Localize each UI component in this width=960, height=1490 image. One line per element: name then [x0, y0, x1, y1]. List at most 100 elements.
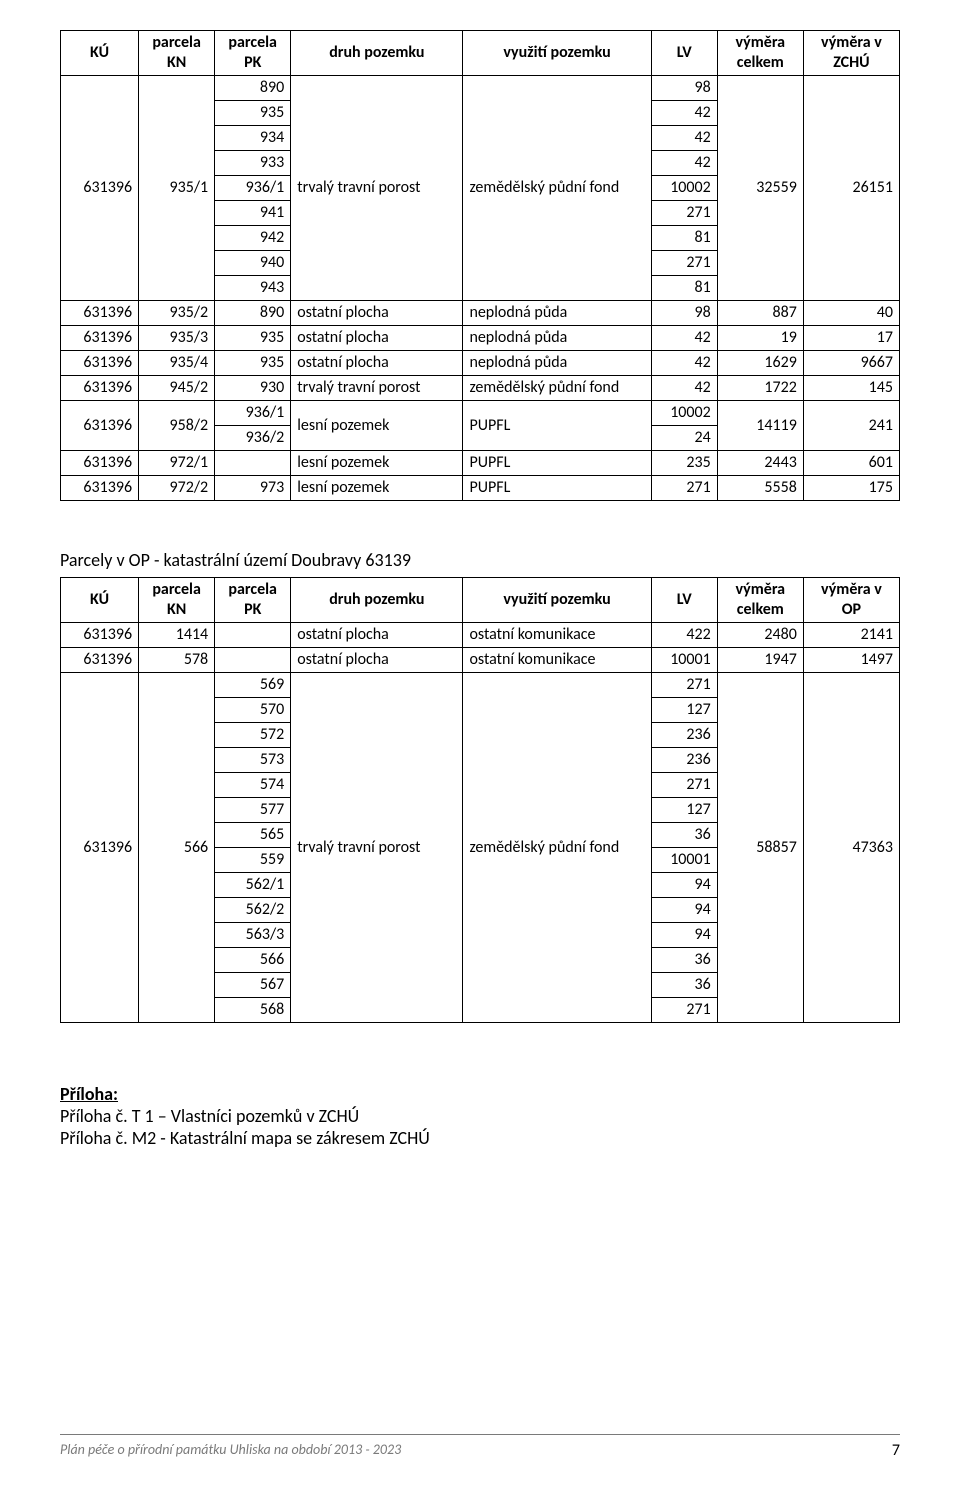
cell-lv: 271 [651, 773, 717, 798]
cell-pk [215, 451, 291, 476]
col-kn: parcela KN [139, 578, 215, 623]
cell-vz: 40 [803, 301, 899, 326]
cell-pk: 935 [215, 326, 291, 351]
cell-vz: 601 [803, 451, 899, 476]
cell-lv: 42 [651, 101, 717, 126]
cell-vc: 1629 [717, 351, 803, 376]
cell-lv: 94 [651, 923, 717, 948]
cell-pk: 936/1 [215, 176, 291, 201]
cell-pk: 941 [215, 201, 291, 226]
table-row: 631396 945/2 930 trvalý travní porost ze… [61, 376, 900, 401]
cell-pk: 930 [215, 376, 291, 401]
table-zchu: KÚ parcela KN parcela PK druh pozemku vy… [60, 30, 900, 501]
cell-dp: lesní pozemek [291, 476, 463, 501]
cell-lv: 236 [651, 723, 717, 748]
cell-dp: trvalý travní porost [291, 76, 463, 301]
attachments-title: Příloha: [60, 1083, 900, 1105]
table-row: KÚ parcela KN parcela PK druh pozemku vy… [61, 31, 900, 76]
cell-vz: 26151 [803, 76, 899, 301]
cell-pk: 890 [215, 301, 291, 326]
cell-ku: 631396 [61, 623, 139, 648]
cell-vc: 1947 [717, 648, 803, 673]
cell-lv: 42 [651, 351, 717, 376]
cell-vp: zemědělský půdní fond [463, 673, 651, 1023]
cell-kn: 958/2 [139, 401, 215, 451]
cell-kn: 945/2 [139, 376, 215, 401]
cell-vp: zemědělský půdní fond [463, 376, 651, 401]
cell-lv: 42 [651, 376, 717, 401]
cell-vp: neplodná půda [463, 351, 651, 376]
cell-vc: 14119 [717, 401, 803, 451]
cell-lv: 81 [651, 226, 717, 251]
col-pk: parcela PK [215, 578, 291, 623]
cell-pk: 935 [215, 351, 291, 376]
col-dp: druh pozemku [291, 31, 463, 76]
col-vc: výměra celkem [717, 578, 803, 623]
cell-pk: 562/2 [215, 898, 291, 923]
cell-pk: 569 [215, 673, 291, 698]
cell-lv: 94 [651, 898, 717, 923]
cell-pk: 562/1 [215, 873, 291, 898]
section-title-op: Parcely v OP - katastrální území Doubrav… [60, 549, 900, 571]
cell-vc: 19 [717, 326, 803, 351]
cell-lv: 235 [651, 451, 717, 476]
cell-lv: 10001 [651, 648, 717, 673]
cell-vc: 2443 [717, 451, 803, 476]
cell-vp: PUPFL [463, 401, 651, 451]
cell-lv: 422 [651, 623, 717, 648]
col-vp: využití pozemku [463, 31, 651, 76]
attachments-block: Příloha: Příloha č. T 1 – Vlastníci poze… [60, 1083, 900, 1149]
table-row: 631396 935/4 935 ostatní plocha neplodná… [61, 351, 900, 376]
cell-lv: 127 [651, 698, 717, 723]
cell-lv: 98 [651, 301, 717, 326]
cell-ku: 631396 [61, 648, 139, 673]
cell-pk: 942 [215, 226, 291, 251]
cell-vc: 1722 [717, 376, 803, 401]
cell-pk [215, 648, 291, 673]
table-row: KÚ parcela KN parcela PK druh pozemku vy… [61, 578, 900, 623]
cell-ku: 631396 [61, 476, 139, 501]
page-footer: Plán péče o přírodní památku Uhliska na … [60, 1434, 900, 1460]
col-lv: LV [651, 578, 717, 623]
cell-lv: 271 [651, 251, 717, 276]
cell-lv: 10002 [651, 401, 717, 426]
cell-vp: zemědělský půdní fond [463, 76, 651, 301]
col-dp: druh pozemku [291, 578, 463, 623]
cell-lv: 94 [651, 873, 717, 898]
cell-dp: ostatní plocha [291, 326, 463, 351]
cell-vc: 5558 [717, 476, 803, 501]
cell-pk: 572 [215, 723, 291, 748]
cell-pk: 570 [215, 698, 291, 723]
cell-kn: 972/2 [139, 476, 215, 501]
cell-lv: 42 [651, 126, 717, 151]
cell-kn: 972/1 [139, 451, 215, 476]
cell-ku: 631396 [61, 326, 139, 351]
cell-kn: 935/1 [139, 76, 215, 301]
cell-ku: 631396 [61, 376, 139, 401]
cell-lv: 10001 [651, 848, 717, 873]
cell-ku: 631396 [61, 401, 139, 451]
table-row: 631396 958/2 936/1 lesní pozemek PUPFL 1… [61, 401, 900, 426]
cell-kn: 566 [139, 673, 215, 1023]
table-op: KÚ parcela KN parcela PK druh pozemku vy… [60, 577, 900, 1023]
cell-vz: 47363 [803, 673, 899, 1023]
cell-dp: ostatní plocha [291, 648, 463, 673]
cell-vz: 17 [803, 326, 899, 351]
cell-pk: 933 [215, 151, 291, 176]
cell-dp: lesní pozemek [291, 451, 463, 476]
cell-vz: 145 [803, 376, 899, 401]
cell-vp: neplodná půda [463, 326, 651, 351]
table-row: 631396 972/2 973 lesní pozemek PUPFL 271… [61, 476, 900, 501]
cell-ku: 631396 [61, 76, 139, 301]
cell-lv: 10002 [651, 176, 717, 201]
cell-dp: lesní pozemek [291, 401, 463, 451]
cell-dp: ostatní plocha [291, 301, 463, 326]
col-vp: využití pozemku [463, 578, 651, 623]
table-row: 631396 935/3 935 ostatní plocha neplodná… [61, 326, 900, 351]
col-ku: KÚ [61, 578, 139, 623]
cell-ku: 631396 [61, 351, 139, 376]
cell-kn: 1414 [139, 623, 215, 648]
cell-lv: 36 [651, 948, 717, 973]
table-row: 631396 935/1 890 trvalý travní porost ze… [61, 76, 900, 101]
col-pk: parcela PK [215, 31, 291, 76]
